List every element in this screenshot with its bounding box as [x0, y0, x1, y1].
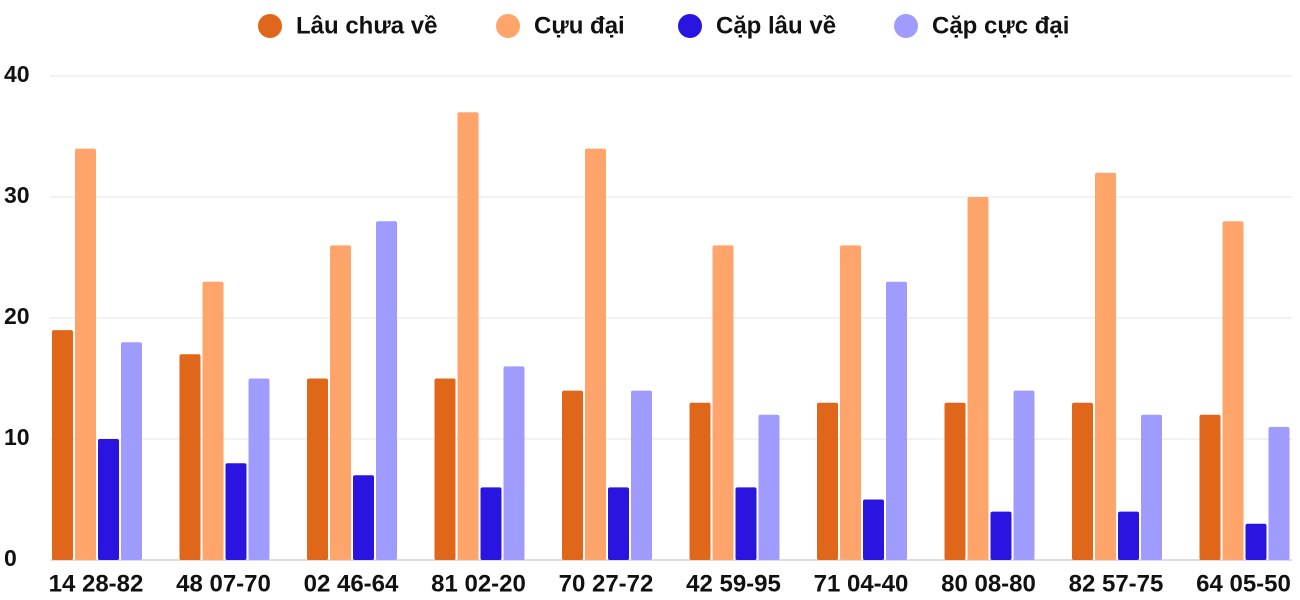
y-tick-label: 30: [4, 182, 30, 208]
bar: [840, 245, 861, 560]
bar: [1268, 426, 1290, 560]
legend-label: Cặp lâu về: [716, 12, 836, 39]
x-tick-label: 02 46-64: [304, 570, 399, 597]
bar: [886, 281, 907, 560]
bar: [1013, 390, 1035, 560]
bar: [480, 487, 502, 560]
legend-marker: [496, 14, 520, 38]
bar: [562, 390, 583, 560]
bar: [179, 354, 201, 560]
x-tick-label: 82 57-75: [1069, 570, 1164, 597]
bar: [376, 221, 397, 560]
bar: [1095, 172, 1116, 561]
x-tick-label: 14 28-82: [49, 570, 144, 597]
y-tick-label: 10: [4, 424, 30, 450]
bar: [1072, 402, 1093, 560]
legend-marker: [258, 14, 282, 38]
legend-label: Cựu đại: [534, 12, 625, 39]
x-tick-label: 71 04-40: [814, 570, 909, 597]
legend-marker: [678, 14, 702, 38]
bar: [631, 390, 652, 560]
bar: [735, 487, 757, 560]
bar: [990, 511, 1012, 560]
bar: [1141, 414, 1162, 560]
bar: [330, 245, 351, 560]
bar: [457, 112, 479, 561]
bar: [434, 378, 456, 560]
bar: [689, 402, 711, 560]
x-tick-label: 42 59-95: [686, 570, 781, 597]
bar: [121, 342, 142, 560]
x-tick-label: 64 05-50: [1196, 570, 1291, 597]
y-tick-label: 20: [4, 303, 30, 329]
bar: [967, 197, 989, 560]
bar: [1245, 523, 1267, 560]
bar: [248, 378, 270, 560]
bar: [944, 402, 966, 560]
bar: [1199, 414, 1221, 560]
bar: [712, 245, 734, 560]
bar: [98, 439, 119, 560]
x-tick-label: 70 27-72: [559, 570, 654, 597]
bar: [75, 148, 96, 560]
bar: [585, 148, 606, 560]
bar: [307, 378, 328, 560]
bar: [1222, 221, 1244, 560]
x-tick-label: 48 07-70: [176, 570, 271, 597]
bar: [353, 475, 374, 560]
y-tick-label: 0: [4, 545, 17, 571]
legend-label: Cặp cực đại: [932, 12, 1069, 39]
bar: [225, 463, 247, 560]
bar: [608, 487, 629, 560]
bar: [503, 366, 525, 560]
legend-label: Lâu chưa về: [296, 12, 437, 39]
legend-marker: [894, 14, 918, 38]
bar: [1118, 511, 1139, 560]
bar: [758, 414, 780, 560]
bar: [863, 499, 884, 560]
bar: [202, 281, 224, 560]
x-tick-label: 81 02-20: [431, 570, 526, 597]
y-tick-label: 40: [4, 61, 30, 87]
x-tick-label: 80 08-80: [941, 570, 1036, 597]
bar: [52, 330, 73, 560]
bar: [817, 402, 838, 560]
